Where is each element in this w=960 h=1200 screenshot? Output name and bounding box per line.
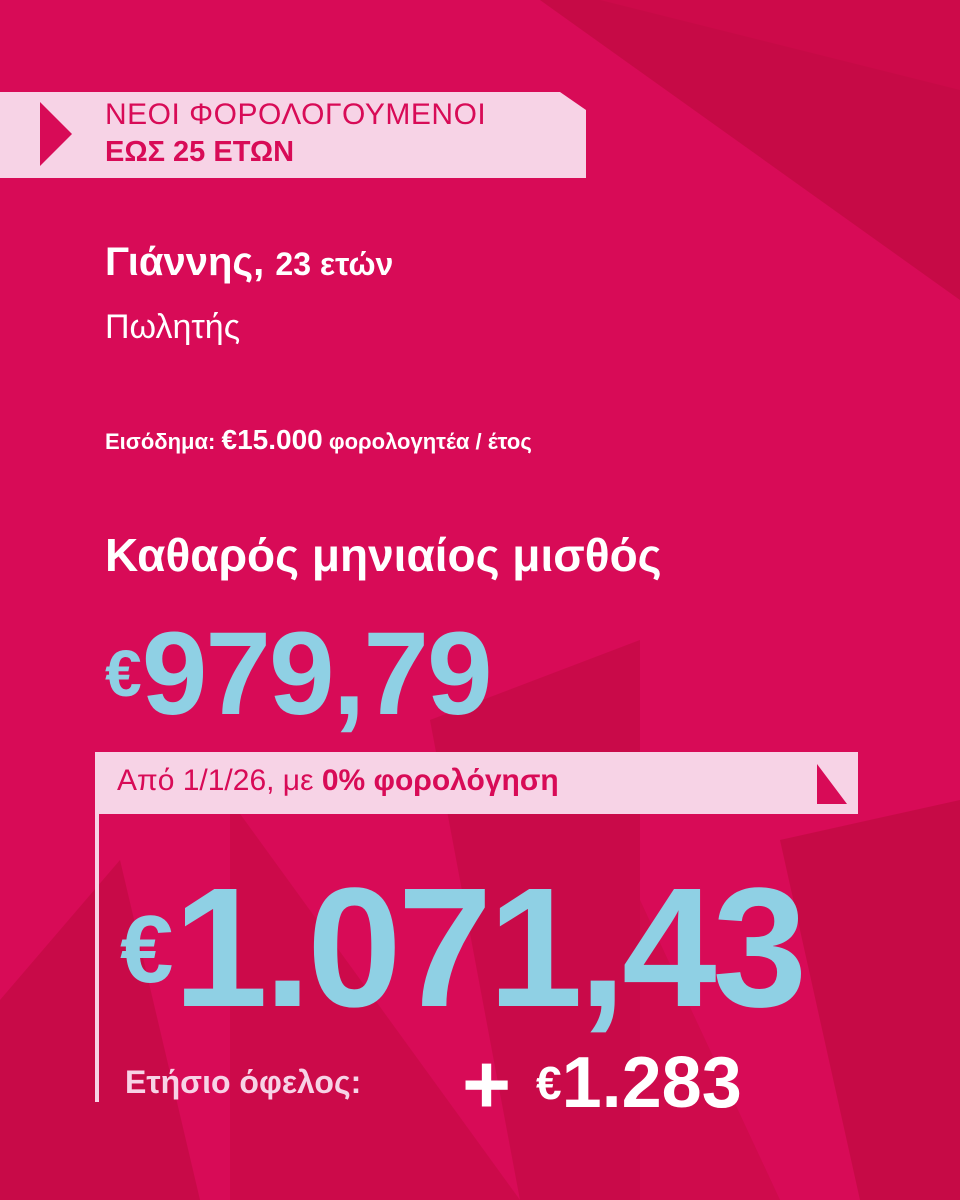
job-title: Πωλητής <box>105 308 241 346</box>
annual-benefit: €1.283 <box>536 1042 742 1124</box>
current-amount: 979,79 <box>141 608 493 740</box>
future-salary: €1.071,43 <box>120 850 807 1046</box>
net-salary-title: Καθαρός μηνιαίος μισθός <box>105 529 662 581</box>
banner-line-2: ΕΩΣ 25 ΕΤΩΝ <box>105 136 295 168</box>
benefit-amount: 1.283 <box>561 1043 742 1123</box>
income-suffix: φορολογητέα / έτος <box>328 429 532 454</box>
bracket-line <box>95 814 99 1102</box>
currency-symbol: € <box>536 1057 562 1109</box>
future-banner-text: Από 1/1/26, με 0% φορολόγηση <box>117 764 559 798</box>
income-label: Εισόδημα: <box>105 429 216 454</box>
bg-shape <box>780 800 960 1200</box>
future-amount: 1.071,43 <box>173 853 807 1043</box>
annual-benefit-label: Ετήσιο όφελος: <box>125 1064 362 1100</box>
person-name: Γιάννης, 23 ετών <box>105 240 393 285</box>
currency-symbol: € <box>120 896 174 1003</box>
currency-symbol: € <box>105 636 142 710</box>
current-salary: €979,79 <box>105 606 493 742</box>
corner-triangle-icon <box>817 764 847 804</box>
category-banner: ΝΕΟΙ ΦΟΡΟΛΟΓΟΥΜΕΝΟΙ ΕΩΣ 25 ΕΤΩΝ <box>0 92 586 178</box>
bg-shape <box>640 900 780 1200</box>
play-triangle-icon <box>40 102 72 166</box>
age: 23 ετών <box>275 246 394 282</box>
name: Γιάννης, <box>105 240 265 284</box>
bg-shape <box>540 0 960 300</box>
bg-shape <box>230 800 520 1200</box>
future-prefix: Από 1/1/26, με <box>117 764 314 797</box>
bg-shape <box>0 860 200 1200</box>
income-amount: €15.000 <box>221 424 323 455</box>
bg-shape <box>600 0 960 90</box>
future-highlight: 0% φορολόγηση <box>321 764 559 797</box>
banner-line-1: ΝΕΟΙ ΦΟΡΟΛΟΓΟΥΜΕΝΟΙ <box>105 98 487 131</box>
future-banner: Από 1/1/26, με 0% φορολόγηση <box>95 752 858 814</box>
plus-icon: + <box>462 1037 512 1131</box>
income-line: Εισόδημα: €15.000 φορολογητέα / έτος <box>105 424 532 456</box>
